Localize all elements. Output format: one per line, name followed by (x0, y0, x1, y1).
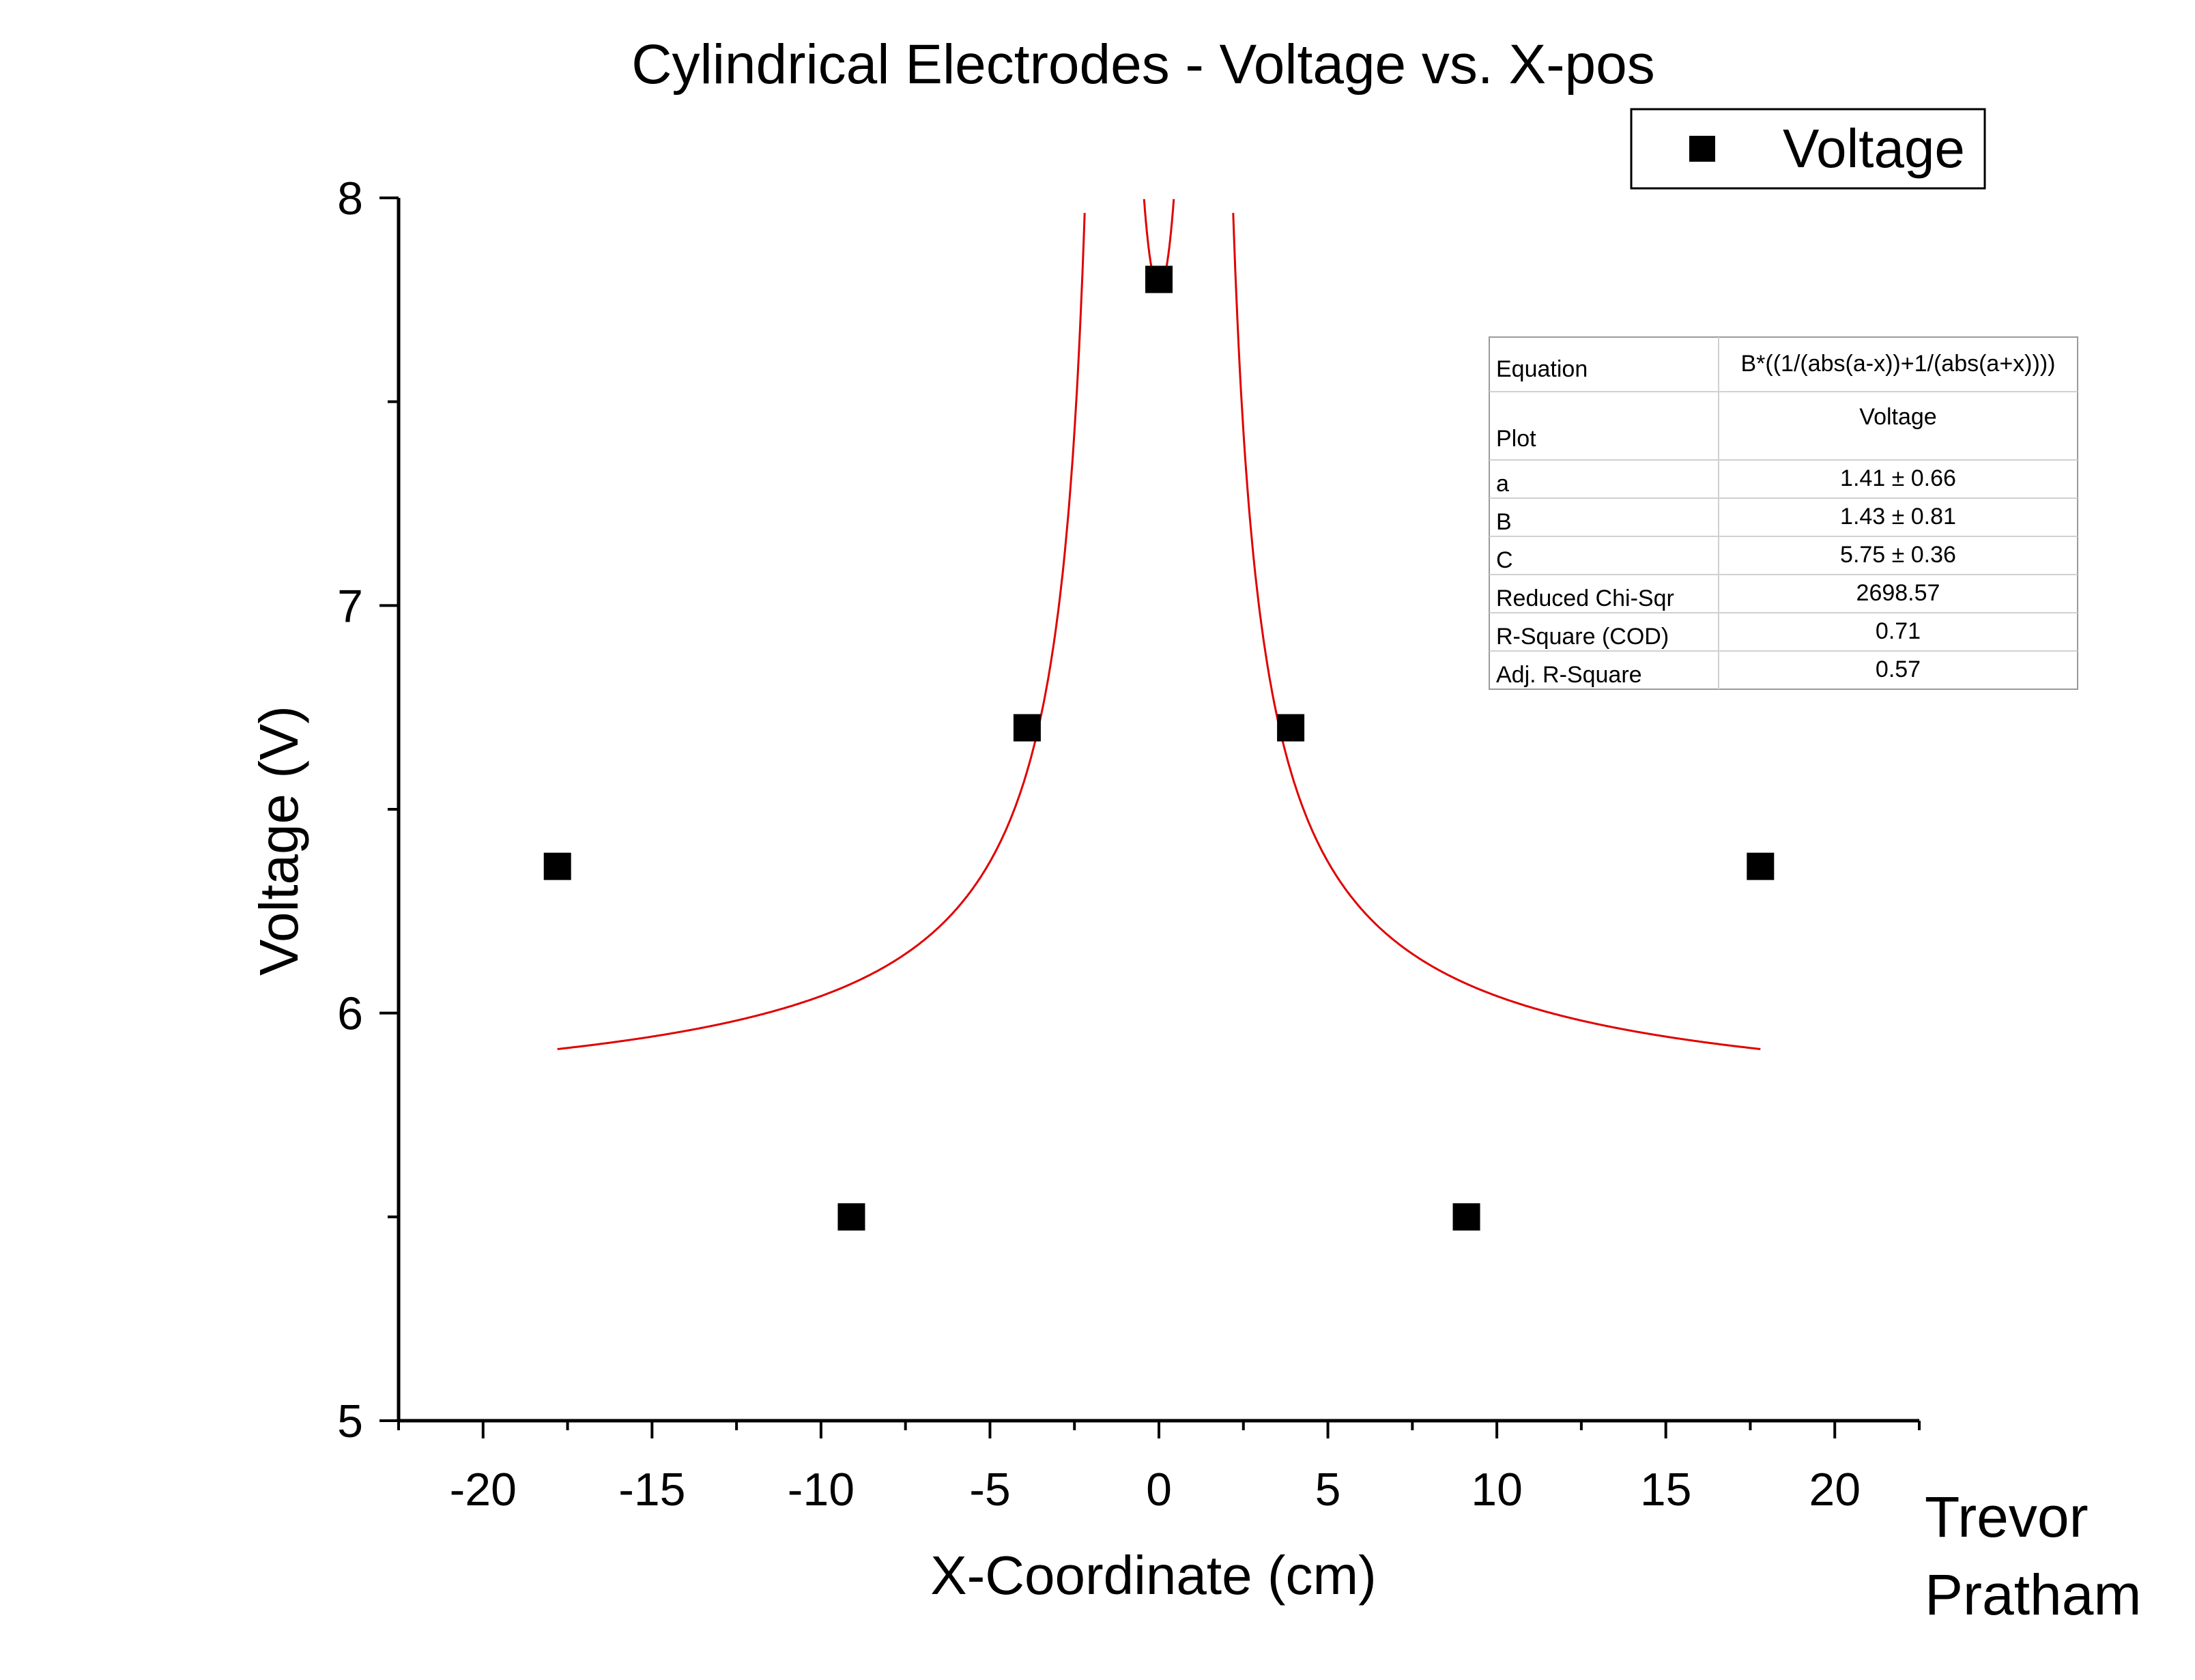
data-point (1277, 714, 1305, 742)
y-axis-ticks: 5 6 7 8 (337, 173, 399, 1447)
fit-table-frame (1489, 336, 2078, 690)
x-tick-label: 10 (1471, 1464, 1523, 1516)
data-point (1452, 1203, 1480, 1231)
x-axis-label: X-Coordinate (cm) (930, 1545, 1377, 1606)
chart-title: Cylindrical Electrodes - Voltage vs. X-p… (631, 33, 1654, 96)
fit-table-value: Voltage (1859, 404, 1936, 430)
x-tick-label: -15 (618, 1464, 685, 1516)
data-point (837, 1203, 865, 1231)
data-point (543, 852, 571, 880)
fit-table-label: Plot (1496, 426, 1536, 452)
x-tick-label: -20 (450, 1464, 517, 1516)
fit-curve-segment (1232, 213, 1761, 1050)
fit-table-label: C (1496, 547, 1513, 573)
fit-table-value: 0.71 (1876, 618, 1921, 644)
fit-table-label: Equation (1496, 356, 1588, 382)
author-line-1: Trevor (1925, 1485, 2089, 1549)
fit-table-value: 1.41 ± 0.66 (1840, 465, 1956, 491)
fit-table-label: B (1496, 509, 1512, 535)
fit-curve-segment (557, 213, 1086, 1050)
data-point (1747, 852, 1775, 880)
author-line-2: Pratham (1925, 1563, 2141, 1627)
x-tick-label: 0 (1146, 1464, 1172, 1516)
fit-table-label: R-Square (COD) (1496, 624, 1669, 650)
legend-label: Voltage (1783, 118, 1965, 179)
fit-table-value: 5.75 ± 0.36 (1840, 542, 1956, 568)
fit-table-value: B*((1/(abs(a-x))+1/(abs(a+x)))) (1741, 351, 2056, 377)
x-tick-label: 15 (1640, 1464, 1692, 1516)
y-tick-label: 7 (337, 580, 363, 632)
data-points (543, 265, 1775, 1231)
x-tick-label: 20 (1809, 1464, 1861, 1516)
x-tick-label: -5 (969, 1464, 1010, 1516)
fit-table-label: Reduced Chi-Sqr (1496, 585, 1674, 611)
fit-table-value: 0.57 (1876, 656, 1921, 682)
fit-table-value: 2698.57 (1856, 580, 1940, 606)
author-annotation: Trevor Pratham (1925, 1485, 2141, 1627)
x-axis-ticks: -20 -15 -10 -5 0 5 10 15 20 (397, 1421, 1921, 1516)
y-tick-label: 6 (337, 988, 363, 1040)
data-point (1145, 265, 1173, 293)
data-point (1013, 714, 1041, 742)
fit-stats-table: Equation B*((1/(abs(a-x))+1/(abs(a+x)))) P… (1489, 336, 2078, 690)
x-tick-label: 5 (1315, 1464, 1341, 1516)
fit-table-value: 1.43 ± 0.81 (1840, 504, 1956, 530)
fit-table-label: Adj. R-Square (1496, 662, 1642, 688)
y-tick-label: 8 (337, 173, 363, 225)
legend: Voltage (1630, 108, 1986, 190)
y-tick-label: 5 (337, 1395, 363, 1447)
y-axis-label: Voltage (V) (248, 706, 309, 976)
x-tick-label: -10 (788, 1464, 855, 1516)
fit-table-label: a (1496, 471, 1509, 497)
legend-marker (1689, 136, 1715, 162)
